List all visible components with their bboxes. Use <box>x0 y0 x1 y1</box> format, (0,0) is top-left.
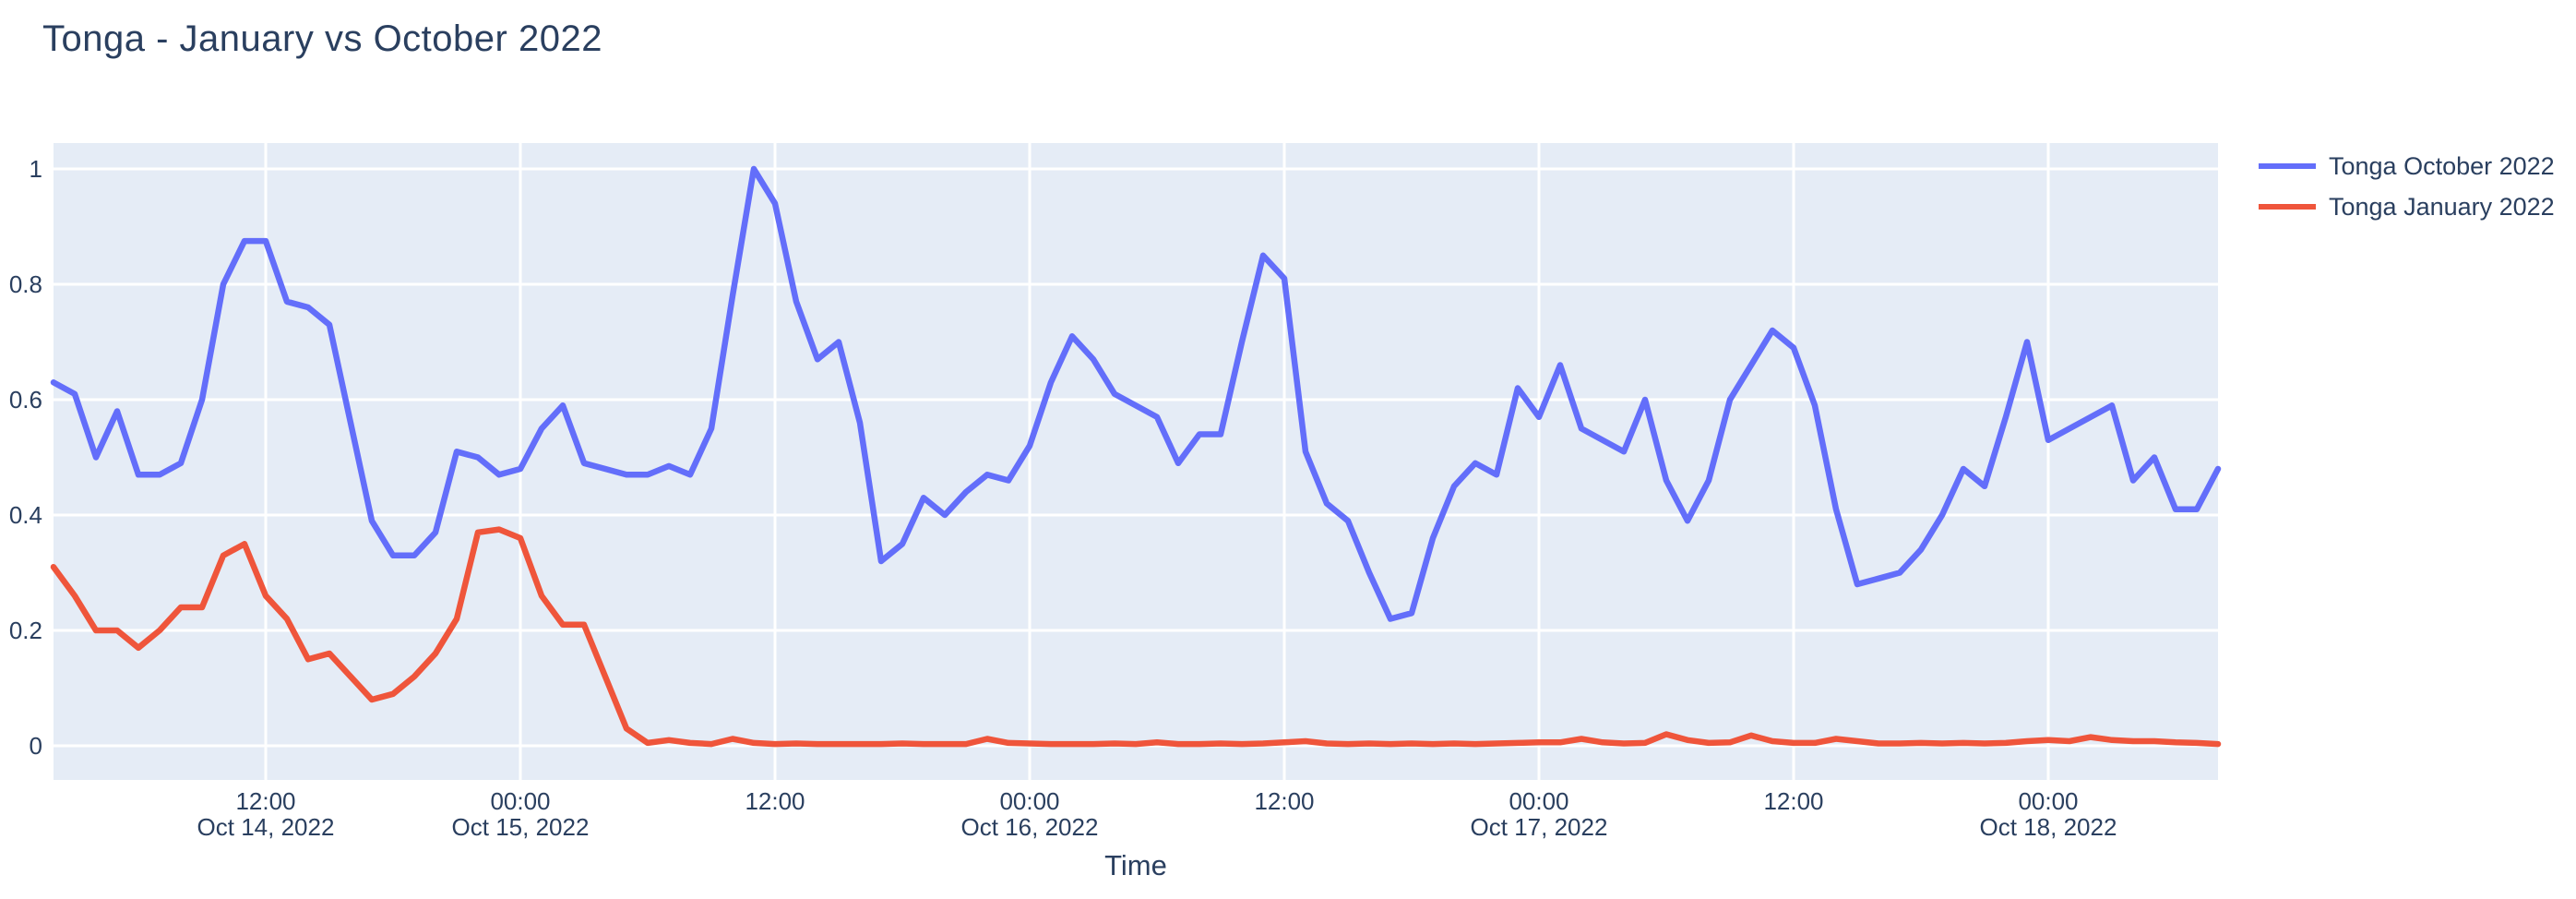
x-tick-date-label: Oct 14, 2022 <box>197 813 335 841</box>
y-tick-label: 1 <box>30 155 42 183</box>
y-tick-label: 0.2 <box>9 617 42 644</box>
chart-title: Tonga - January vs October 2022 <box>42 18 602 59</box>
x-tick-time-label: 12:00 <box>745 787 805 815</box>
x-tick-date-label: Oct 18, 2022 <box>1980 813 2117 841</box>
legend-label-january: Tonga January 2022 <box>2329 192 2555 221</box>
x-tick-time-label: 00:00 <box>490 787 550 815</box>
y-tick-label: 0.4 <box>9 501 42 529</box>
x-axis-title: Time <box>1104 849 1167 881</box>
x-tick-time-label: 12:00 <box>1763 787 1823 815</box>
y-tick-label: 0.8 <box>9 270 42 298</box>
x-tick-time-label: 00:00 <box>999 787 1059 815</box>
legend: Tonga October 2022 Tonga January 2022 <box>2257 148 2555 225</box>
x-tick-time-label: 00:00 <box>1509 787 1568 815</box>
y-tick-label: 0.6 <box>9 386 42 414</box>
plot-background <box>54 143 2218 780</box>
x-tick-time-label: 00:00 <box>2018 787 2078 815</box>
legend-item-tonga-october-2022[interactable]: Tonga October 2022 <box>2257 148 2555 185</box>
x-tick-time-label: 12:00 <box>235 787 295 815</box>
x-tick-time-label: 12:00 <box>1254 787 1314 815</box>
y-tick-label: 0 <box>30 732 42 760</box>
x-tick-date-label: Oct 16, 2022 <box>961 813 1099 841</box>
x-tick-date-label: Oct 17, 2022 <box>1471 813 1608 841</box>
legend-label-october: Tonga October 2022 <box>2329 151 2555 180</box>
x-tick-date-label: Oct 15, 2022 <box>452 813 590 841</box>
legend-line-january-icon <box>2259 204 2316 210</box>
series-line-tonga-january-2022[interactable] <box>50 526 2222 748</box>
series-line-tonga-october-2022[interactable] <box>50 165 2222 622</box>
legend-line-october-icon <box>2259 163 2316 169</box>
legend-item-tonga-january-2022[interactable]: Tonga January 2022 <box>2257 188 2555 225</box>
